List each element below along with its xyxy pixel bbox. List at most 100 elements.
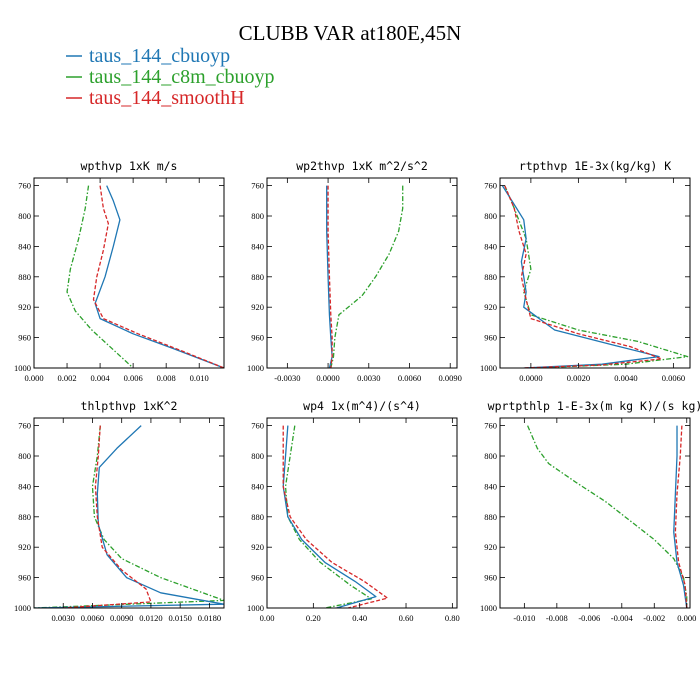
y-tick-label: 840 [484, 241, 497, 251]
legend-label: taus_144_cbuoyp [89, 45, 230, 67]
x-tick-label: 0.0000 [316, 373, 339, 383]
series-group [501, 185, 689, 368]
x-tick-label: 0.0020 [567, 373, 590, 383]
y-tick-label: 960 [251, 333, 264, 343]
x-tick-label: -0.010 [513, 613, 535, 623]
y-tick-label: 1000 [480, 363, 497, 373]
x-tick-label: 0.000 [677, 613, 696, 623]
legend-entry: taus_144_c8m_cbuoyp [66, 66, 275, 88]
series-line [94, 185, 224, 368]
legend-label: taus_144_smoothH [89, 87, 245, 109]
y-tick-label: 760 [484, 421, 497, 431]
figure-title: CLUBB VAR at180E,45N [239, 21, 462, 45]
y-tick-label: 880 [18, 272, 31, 282]
y-tick-label: 960 [18, 333, 31, 343]
x-tick-label: 0.20 [306, 613, 321, 623]
y-tick-label: 960 [18, 573, 31, 583]
x-tick-label: 0.0040 [614, 373, 637, 383]
y-tick-label: 800 [251, 211, 264, 221]
x-tick-label: 0.0180 [198, 613, 221, 623]
series-line [674, 425, 688, 608]
y-tick-label: 800 [18, 211, 31, 221]
series-line [63, 425, 152, 608]
x-tick-label: 0.002 [57, 373, 76, 383]
y-tick-label: 920 [484, 542, 497, 552]
y-tick-label: 760 [18, 181, 31, 191]
y-tick-label: 960 [251, 573, 264, 583]
y-tick-label: 800 [251, 451, 264, 461]
series-group [66, 185, 224, 368]
x-tick-label: 0.010 [190, 373, 209, 383]
y-tick-label: 920 [18, 302, 31, 312]
x-tick-label: 0.80 [445, 613, 460, 623]
y-tick-label: 1000 [247, 363, 264, 373]
x-tick-label: 0.006 [124, 373, 143, 383]
y-tick-label: 1000 [14, 363, 31, 373]
x-tick-label: 0.60 [399, 613, 414, 623]
y-tick-label: 840 [251, 241, 264, 251]
y-tick-label: 760 [251, 181, 264, 191]
x-tick-label: 0.0120 [139, 613, 162, 623]
y-tick-label: 760 [251, 421, 264, 431]
y-tick-label: 880 [251, 512, 264, 522]
x-tick-label: -0.006 [578, 613, 600, 623]
y-tick-label: 840 [251, 481, 264, 491]
chart-panel: thlpthvp 1xK^2 760 800 840 880 920 960 1000 0.00… [14, 399, 225, 623]
series-line [282, 425, 389, 608]
y-tick-label: 960 [484, 333, 497, 343]
y-tick-label: 920 [251, 542, 264, 552]
plot-frame [499, 177, 691, 369]
plot-frame [499, 417, 691, 609]
series-line [673, 425, 688, 608]
x-tick-label: 0.0150 [168, 613, 191, 623]
y-tick-label: 800 [484, 451, 497, 461]
x-tick-label: 0.0060 [81, 613, 104, 623]
panel-title: thlpthvp 1xK^2 [81, 399, 178, 413]
chart-panel: rtpthvp 1E-3x(kg/kg) K 760 800 840 880 920 960… [480, 159, 691, 383]
y-tick-label: 840 [18, 481, 31, 491]
series-line [501, 185, 660, 368]
x-tick-label: -0.0030 [274, 373, 300, 383]
series-line [504, 185, 663, 368]
y-tick-label: 920 [484, 302, 497, 312]
y-tick-label: 880 [484, 272, 497, 282]
x-tick-label: 0.0000 [519, 373, 542, 383]
y-tick-label: 800 [18, 451, 31, 461]
x-tick-label: 0.0060 [662, 373, 685, 383]
y-tick-label: 800 [484, 211, 497, 221]
x-tick-label: 0.0090 [439, 373, 462, 383]
plot-frame [33, 417, 225, 609]
series-group [527, 425, 688, 608]
legend: taus_144_cbuoyp taus_144_c8m_cbuoyp taus… [66, 45, 275, 109]
panels: wpthvp 1xK m/s76080084088092096010000.00… [14, 159, 700, 623]
series-line [527, 425, 688, 608]
series-line [330, 185, 404, 368]
series-line [504, 185, 689, 368]
y-tick-label: 1000 [480, 603, 497, 613]
y-tick-label: 760 [18, 421, 31, 431]
chart-panel: wp4 1x(m^4)/(s^4)76080084088092096010000… [247, 399, 460, 623]
series-line [284, 425, 372, 608]
y-tick-label: 880 [18, 512, 31, 522]
series-line [282, 425, 377, 608]
series-line [92, 185, 224, 368]
x-tick-label: 0.0060 [398, 373, 421, 383]
x-tick-label: 0.008 [157, 373, 176, 383]
legend-label: taus_144_c8m_cbuoyp [89, 66, 275, 88]
series-line [66, 185, 134, 368]
x-tick-label: 0.0030 [52, 613, 75, 623]
x-tick-label: -0.002 [643, 613, 665, 623]
series-group [326, 185, 404, 368]
x-tick-label: -0.004 [611, 613, 634, 623]
y-tick-label: 960 [484, 573, 497, 583]
x-tick-label: 0.0030 [357, 373, 380, 383]
series-group [34, 425, 224, 608]
chart-panel: wprtpthlp 1-E-3x(m kg K)/(s kg) 760 800 840… [480, 399, 700, 623]
x-tick-label: -0.008 [546, 613, 568, 623]
y-tick-label: 920 [18, 542, 31, 552]
x-tick-label: 0.000 [24, 373, 43, 383]
series-line [34, 425, 224, 608]
legend-entry: taus_144_smoothH [66, 87, 245, 109]
y-tick-label: 1000 [14, 603, 31, 613]
y-tick-label: 920 [251, 302, 264, 312]
